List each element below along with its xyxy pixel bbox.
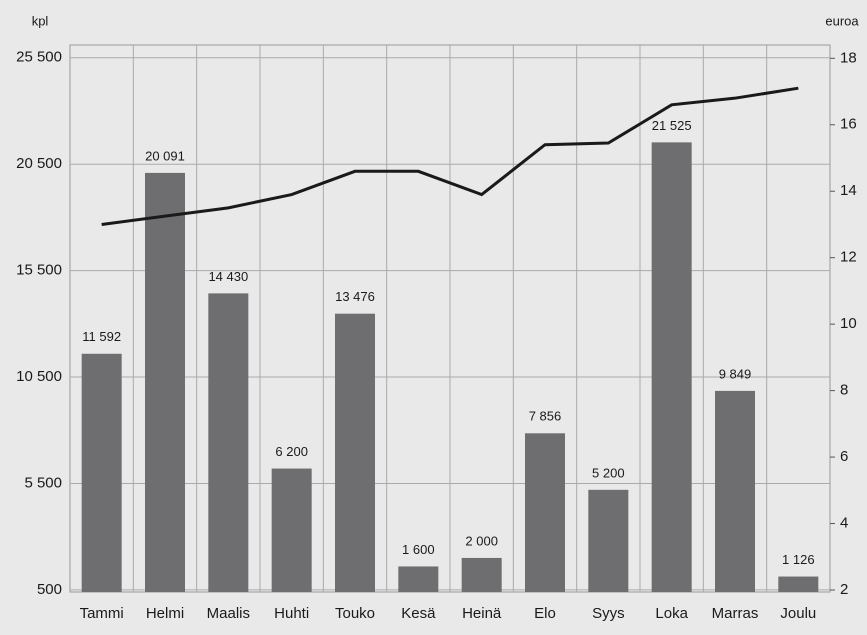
bar-value-label: 11 592 [82,329,121,344]
y2-tick-label: 6 [840,448,848,465]
bar [335,313,375,592]
bar [778,576,819,592]
y2-tick-label: 8 [840,382,848,399]
y-tick-label: 15 500 [16,262,62,279]
y2-tick-label: 14 [840,182,857,199]
bar-value-label: 7 856 [529,409,562,424]
bar [588,489,629,592]
y-tick-label: 25 500 [16,49,62,66]
bar [271,468,312,592]
y2-tick-label: 4 [840,515,848,532]
y2-tick-label: 2 [840,581,848,598]
x-tick-label: Elo [534,605,556,622]
x-tick-label: Syys [592,605,625,622]
y2-axis-label: euroa [825,13,859,28]
bar [651,142,692,592]
x-tick-label: Huhti [274,605,309,622]
bar-value-label: 14 430 [208,269,248,284]
x-tick-label: Kesä [401,605,436,622]
bar-value-label: 2 000 [465,533,498,548]
bar-value-label: 13 476 [335,289,375,304]
bar-value-label: 9 849 [719,366,752,381]
x-tick-label: Loka [655,605,688,622]
y-tick-label: 10 500 [16,368,62,385]
x-tick-label: Maalis [207,605,250,622]
bar-value-label: 1 126 [782,552,815,567]
x-tick-label: Joulu [780,605,816,622]
bar-value-label: 21 525 [652,118,692,133]
bar [145,172,185,592]
bar [398,566,439,592]
bar-value-label: 20 091 [145,148,185,163]
bar-value-label: 1 600 [402,542,435,557]
bar [208,293,249,592]
y-tick-label: 20 500 [16,155,62,172]
bar-value-label: 6 200 [275,444,308,459]
y2-tick-label: 10 [840,315,857,332]
y-axis-label: kpl [32,13,49,28]
x-tick-label: Marras [712,605,759,622]
y2-tick-label: 16 [840,116,857,133]
x-tick-label: Helmi [146,605,184,622]
x-tick-label: Tammi [80,605,124,622]
y-tick-label: 5 500 [24,474,62,491]
bar-value-label: 5 200 [592,465,625,480]
bar [81,353,122,592]
bar [461,557,502,592]
bar [715,390,755,592]
line [101,86,799,226]
y2-tick-label: 12 [840,249,857,266]
x-tick-label: Touko [335,605,375,622]
x-tick-label: Heinä [462,605,502,622]
y2-tick-label: 18 [840,49,857,66]
y-tick-label: 500 [37,581,62,598]
bar [525,433,565,592]
